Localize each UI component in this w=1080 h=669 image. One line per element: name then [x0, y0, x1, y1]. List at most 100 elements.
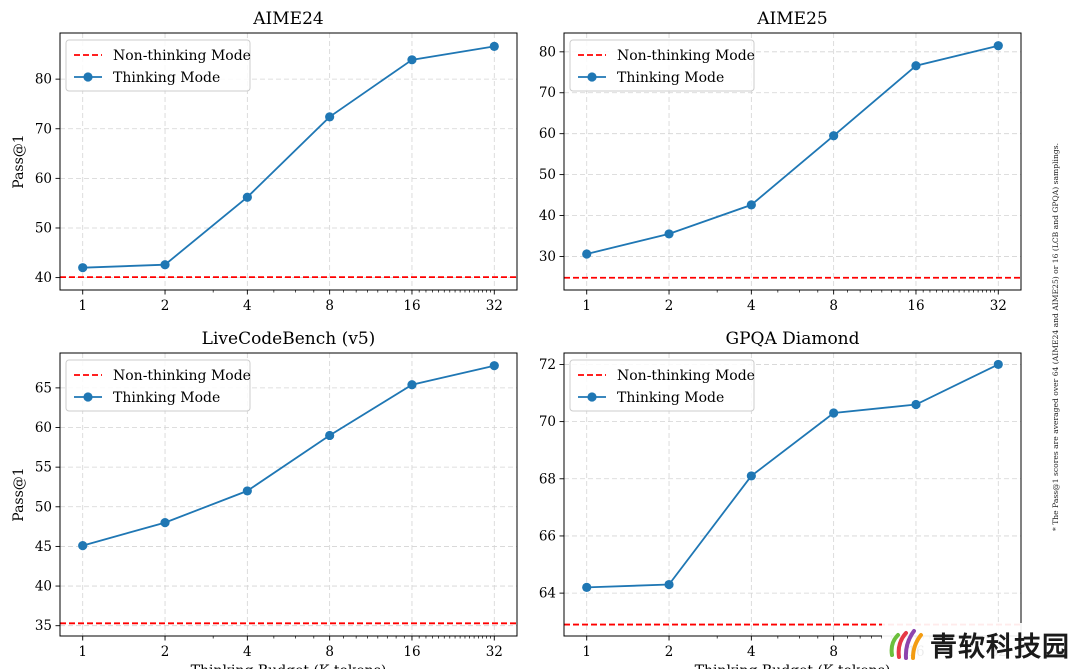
data-point: [242, 192, 252, 202]
data-point: [911, 399, 921, 410]
x-tick-label: 2: [161, 298, 170, 314]
data-point: [489, 41, 499, 51]
x-axis-label: Thinking Budget (K tokens): [695, 663, 891, 669]
y-tick-label: 40: [35, 270, 52, 286]
y-tick-label: 45: [35, 539, 52, 555]
data-point: [582, 249, 592, 259]
x-tick-label: 8: [325, 644, 334, 660]
legend: Non-thinking Mode Thinking Mode: [65, 39, 251, 92]
x-tick-label: 16: [403, 298, 420, 314]
y-tick-label: 64: [539, 586, 556, 602]
data-point: [746, 200, 756, 210]
y-tick-label: 66: [539, 528, 556, 544]
legend-box: [569, 39, 755, 92]
data-point: [407, 55, 417, 65]
series-line-thinking-mode: [586, 44, 999, 255]
x-tick-label: 8: [829, 644, 838, 660]
series-line-thinking-mode: [586, 363, 999, 589]
series-line-thinking-mode: [82, 45, 495, 269]
data-point: [325, 430, 335, 441]
footnote: * The Pass@1 scores are averaged over 64…: [1051, 143, 1060, 531]
legend-label: Thinking Mode: [617, 390, 724, 406]
y-tick-label: 80: [539, 44, 556, 60]
legend-label: Non-thinking Mode: [617, 48, 755, 64]
y-tick-label: 65: [35, 380, 52, 396]
chart-grid: AIME24 1 2 4 8 16 32 40 50 60 70 80 Pass@1 Non-thinki…: [11, 9, 1022, 669]
y-tick-label: 60: [35, 171, 52, 187]
plot-frame: [59, 32, 518, 291]
x-tick-label: 32: [990, 298, 1007, 314]
chart-gpqa-diamond: GPQA Diamond124816326466687072Thinking B…: [539, 329, 1022, 669]
y-tick-label: 50: [539, 167, 556, 183]
data-point: [160, 260, 170, 270]
data-point: [829, 408, 839, 418]
chart-livecodebench-v5: LiveCodeBench (v5) 1 2 4 8 16 32 35 40 45 50 55 60 65…: [11, 329, 518, 669]
x-tick-label: 16: [907, 298, 924, 314]
y-tick-label: 70: [35, 121, 52, 137]
legend-label: Thinking Mode: [617, 70, 724, 86]
data-point: [78, 263, 88, 273]
legend-label: Thinking Mode: [113, 70, 220, 86]
y-tick-label: 35: [35, 618, 52, 634]
y-tick-label: 50: [35, 220, 52, 236]
x-tick-label: 8: [325, 298, 334, 314]
data-point: [242, 486, 252, 496]
x-tick-label: 2: [665, 644, 674, 660]
chart-title: AIME24: [252, 9, 323, 29]
data-point: [325, 112, 335, 122]
x-tick-label: 1: [78, 298, 87, 314]
x-tick-label: 2: [161, 644, 170, 660]
data-point: [911, 61, 921, 71]
x-axis-label: Thinking Budget (K tokens): [191, 663, 387, 669]
chart-aime25: AIME25 1 2 4 8 16 32 30 40 50 60 70 80 Non-thinking M…: [539, 9, 1022, 314]
data-point: [993, 359, 1003, 370]
data-point: [829, 131, 839, 141]
legend: Non-thinking Mode Thinking Mode: [65, 359, 251, 412]
legend-marker: [83, 72, 93, 82]
legend-box: [65, 39, 251, 92]
x-tick-label: 1: [78, 644, 87, 660]
legend: Non-thinking Mode Thinking Mode: [569, 39, 755, 92]
watermark-logo-icon: [889, 629, 923, 660]
legend-marker: [587, 392, 597, 402]
chart-aime24: AIME24 1 2 4 8 16 32 40 50 60 70 80 Pass@1 Non-thinki…: [11, 9, 518, 314]
plot-frame: [563, 352, 1022, 637]
y-tick-label: 70: [539, 85, 556, 101]
chart-title: GPQA Diamond: [725, 329, 859, 349]
data-point: [78, 541, 88, 551]
legend-label: Non-thinking Mode: [113, 48, 251, 64]
y-tick-label: 50: [35, 499, 52, 515]
x-tick-label: 32: [486, 298, 503, 314]
legend-box: [569, 359, 755, 412]
x-tick-label: 4: [747, 644, 756, 660]
legend: Non-thinking Mode Thinking Mode: [569, 359, 755, 412]
x-tick-label: 2: [665, 298, 674, 314]
y-tick-label: 70: [539, 414, 556, 430]
chart-title: AIME25: [756, 9, 827, 29]
data-point: [664, 229, 674, 239]
plot-frame: [59, 352, 518, 637]
y-axis-label: Pass@1: [11, 134, 27, 188]
legend-marker: [83, 392, 93, 402]
data-point: [582, 582, 592, 593]
y-tick-label: 72: [539, 357, 556, 373]
x-tick-label: 4: [243, 298, 252, 314]
x-tick-label: 4: [243, 644, 252, 660]
x-tick-label: 1: [582, 644, 591, 660]
y-tick-label: 60: [35, 420, 52, 436]
x-tick-label: 32: [486, 644, 503, 660]
y-tick-label: 68: [539, 471, 556, 487]
y-tick-label: 40: [539, 208, 556, 224]
plot-frame: [563, 32, 1022, 291]
data-point: [664, 579, 674, 590]
watermark-text: 青软科技园: [930, 632, 1070, 663]
legend-label: Non-thinking Mode: [113, 368, 251, 384]
watermark: 青软科技园: [882, 623, 1069, 663]
legend-box: [65, 359, 251, 412]
y-axis-label: Pass@1: [11, 467, 27, 521]
data-point: [407, 380, 417, 390]
legend-label: Non-thinking Mode: [617, 368, 755, 384]
y-tick-label: 80: [35, 72, 52, 88]
series-line-thinking-mode: [82, 364, 495, 547]
